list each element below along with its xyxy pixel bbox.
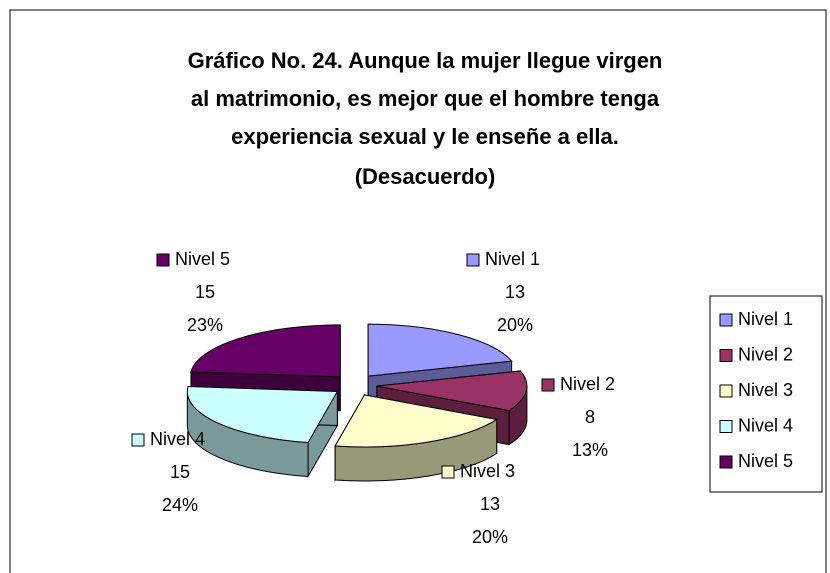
chart-title: (Desacuerdo) (355, 164, 496, 189)
data-label: 23% (187, 315, 223, 335)
chart-title: experiencia sexual y le enseñe a ella. (231, 124, 619, 149)
data-label: 13 (480, 494, 500, 514)
label-swatch (466, 253, 480, 267)
legend-swatch (719, 455, 733, 469)
data-label: Nivel 5 (175, 249, 230, 269)
label-swatch (156, 253, 170, 267)
data-label: 15 (170, 462, 190, 482)
legend-swatch (719, 384, 733, 398)
data-label: 24% (162, 495, 198, 515)
legend-label: Nivel 3 (738, 380, 793, 400)
chart-title: Gráfico No. 24. Aunque la mujer llegue v… (188, 48, 663, 73)
data-label: 13% (572, 440, 608, 460)
chart-border (9, 9, 827, 573)
legend-swatch (719, 420, 733, 433)
data-label: 13 (505, 282, 525, 302)
data-label: 8 (585, 407, 595, 427)
slice (367, 323, 513, 377)
label-swatch (441, 465, 455, 479)
legend-label: Nivel 1 (738, 309, 793, 329)
data-label: Nivel 2 (560, 374, 615, 394)
legend-swatch (719, 349, 733, 362)
legend-label: Nivel 2 (738, 344, 793, 364)
legend-swatch (719, 313, 733, 327)
chart-title: al matrimonio, es mejor que el hombre te… (191, 86, 660, 111)
legend-label: Nivel 4 (738, 415, 793, 435)
label-swatch (541, 378, 555, 392)
data-label: Nivel 1 (485, 249, 540, 269)
slice (334, 394, 499, 448)
legend-label: Nivel 5 (738, 451, 793, 471)
data-label: 15 (195, 282, 215, 302)
slice (186, 385, 339, 444)
data-label: 20% (472, 527, 508, 547)
label-swatch (131, 433, 145, 447)
slice (190, 324, 341, 378)
data-label: 20% (497, 315, 533, 335)
data-label: Nivel 4 (150, 429, 205, 449)
slice (376, 370, 528, 412)
data-label: Nivel 3 (460, 461, 515, 481)
